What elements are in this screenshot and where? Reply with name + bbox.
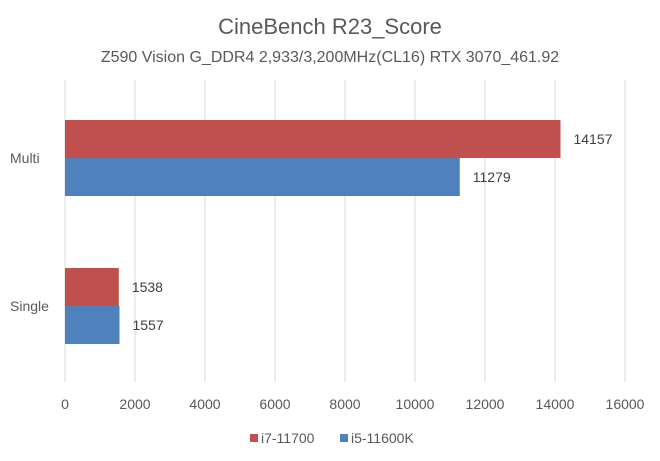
bar-single-i5-11600k xyxy=(65,306,120,344)
chart-subtitle: Z590 Vision G_DDR4 2,933/3,200MHz(CL16) … xyxy=(101,49,559,66)
x-tick-label: 8000 xyxy=(329,396,360,412)
bar-multi-i7-11700 xyxy=(65,120,561,158)
x-tick-label: 14000 xyxy=(536,396,575,412)
category-label: Single xyxy=(10,298,49,314)
legend-swatch xyxy=(340,434,348,442)
category-labels: Multi Single xyxy=(10,150,49,314)
x-tick-label: 2000 xyxy=(119,396,150,412)
bar-value-label: 1538 xyxy=(132,279,163,295)
legend: i7-11700 i5-11600K xyxy=(250,430,414,446)
legend-label: i7-11700 xyxy=(261,430,315,446)
legend-swatch xyxy=(250,434,258,442)
x-tick-label: 12000 xyxy=(466,396,505,412)
x-tick-label: 10000 xyxy=(396,396,435,412)
bar-value-label: 1557 xyxy=(132,317,163,333)
bar-single-i7-11700 xyxy=(65,268,119,306)
category-label: Multi xyxy=(10,150,40,166)
x-tick-label: 6000 xyxy=(259,396,290,412)
bars xyxy=(65,120,561,344)
chart-title: CineBench R23_Score xyxy=(218,14,442,39)
bar-value-label: 11279 xyxy=(473,169,511,185)
bar-labels: 14157 11279 1538 1557 xyxy=(132,131,613,333)
x-tick-label: 0 xyxy=(61,396,69,412)
bar-multi-i5-11600k xyxy=(65,158,460,196)
x-tick-labels: 0 2000 4000 6000 8000 10000 12000 14000 16000 xyxy=(61,396,645,412)
x-tick-label: 16000 xyxy=(606,396,645,412)
x-tick-label: 4000 xyxy=(189,396,220,412)
legend-label: i5-11600K xyxy=(351,430,414,446)
bar-value-label: 14157 xyxy=(573,131,612,147)
